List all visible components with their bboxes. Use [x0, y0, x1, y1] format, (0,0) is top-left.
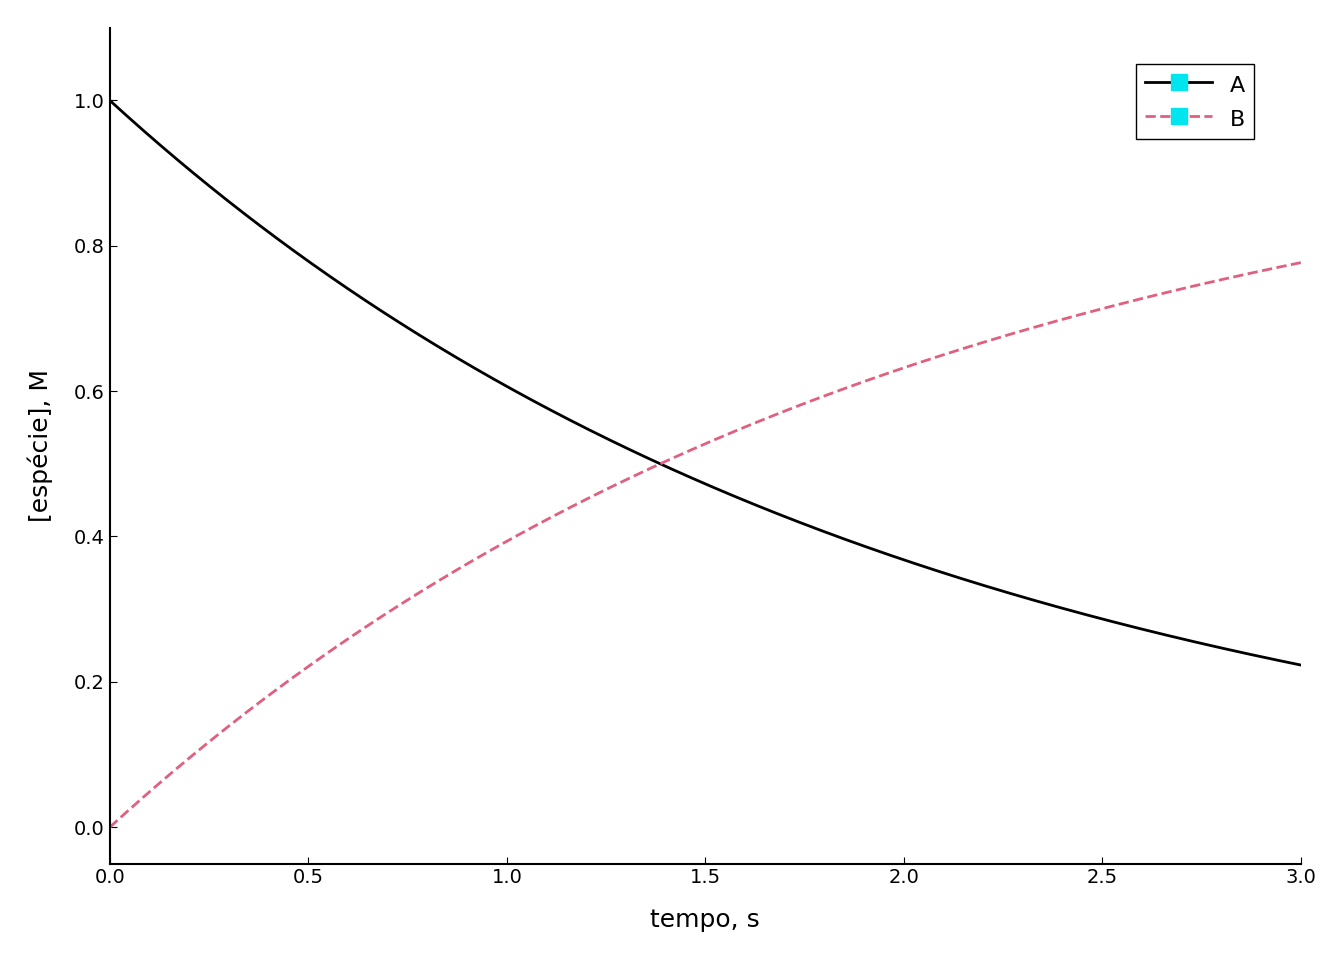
X-axis label: tempo, s: tempo, s	[650, 908, 761, 932]
Legend: A, B: A, B	[1137, 64, 1254, 138]
Y-axis label: [espécie], M: [espécie], M	[28, 370, 54, 522]
